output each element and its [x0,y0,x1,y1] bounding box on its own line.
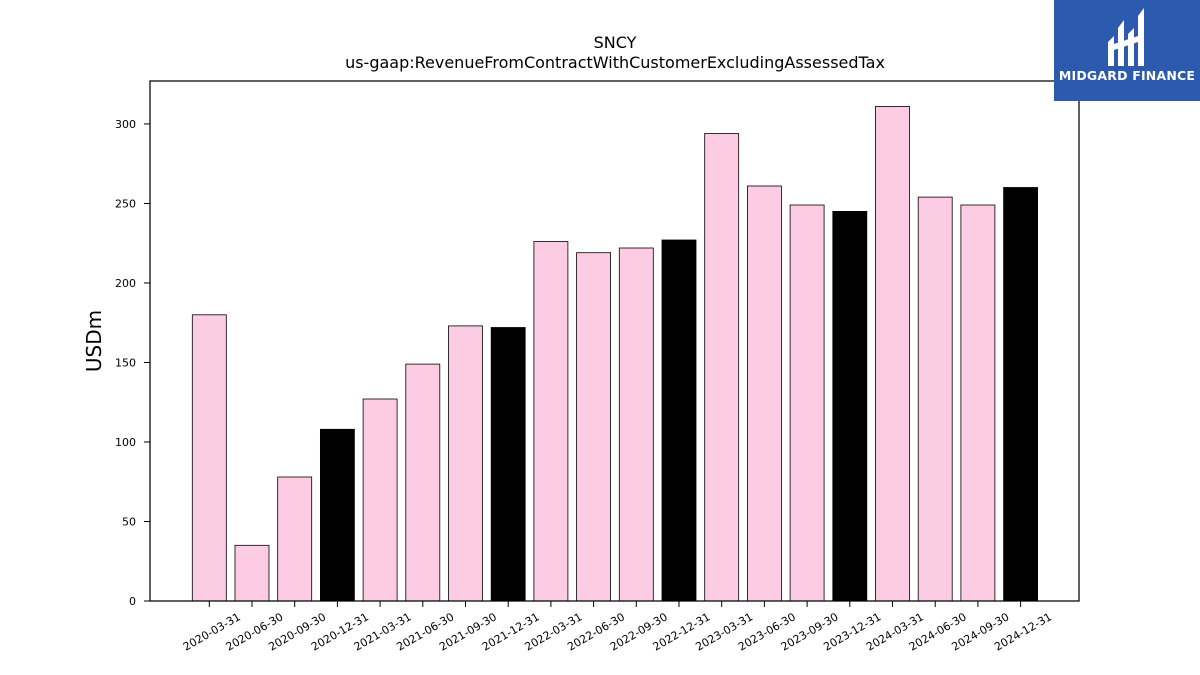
logo-text: MIDGARD FINANCE [1058,68,1196,83]
bar-2023-06-30 [747,185,782,602]
bar-2020-06-30 [234,544,270,602]
bar-2021-12-31 [490,327,526,602]
bar-2020-03-31 [191,314,227,602]
x-axis-ticks: 2020-03-312020-06-302020-09-302020-12-31… [181,601,1054,654]
bar-2023-12-31 [832,210,868,602]
y-tick-label: 50 [122,515,136,528]
bar-2022-03-31 [533,241,569,602]
chart-subtitle: us-gaap:RevenueFromContractWithCustomerE… [345,53,885,72]
y-tick-label: 100 [115,436,136,449]
midgard-logo-icon [1108,8,1144,66]
bar-2022-06-30 [576,252,611,602]
bar-2020-09-30 [277,476,313,602]
bar-2024-09-30 [960,204,996,602]
bar-2024-12-31 [1003,187,1038,602]
y-tick-label: 250 [115,197,136,210]
y-tick-label: 200 [115,277,136,290]
midgard-finance-logo: MIDGARD FINANCE [1054,0,1200,101]
bar-2021-03-31 [362,398,398,602]
y-axis-label: USDm [82,310,106,372]
y-axis-ticks: 0 50 100 150 200 250 300 [115,118,150,608]
y-tick-label: 0 [129,595,136,608]
bar-2024-03-31 [875,106,910,602]
bar-2024-06-30 [917,196,953,602]
bar-2022-09-30 [618,247,654,602]
bars-group [191,106,1038,602]
plot-frame [149,80,1080,602]
y-tick-label: 300 [115,118,136,131]
bar-2023-03-31 [704,133,740,602]
bar-2021-09-30 [448,325,483,602]
bar-2022-12-31 [661,239,697,602]
chart-title: SNCY [594,33,637,52]
bar-2020-12-31 [319,428,355,602]
bar-2023-09-30 [789,204,825,602]
y-tick-label: 150 [115,356,136,369]
bar-2021-06-30 [405,363,441,602]
